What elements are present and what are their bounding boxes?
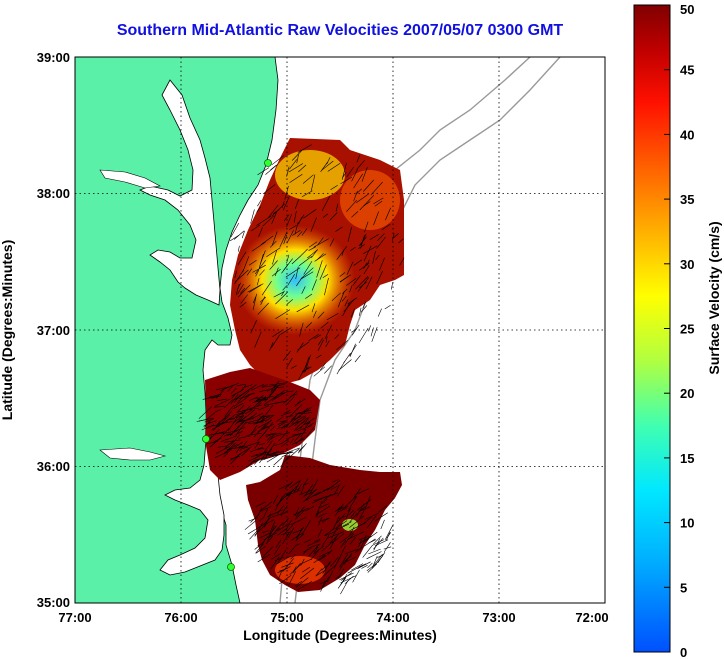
x-tick-label: 72:00 bbox=[575, 610, 608, 625]
inlet bbox=[99, 447, 167, 461]
colorbar-tick-label: 10 bbox=[680, 516, 694, 531]
plot-frame bbox=[74, 56, 606, 604]
x-tick-label: 75:00 bbox=[270, 610, 303, 625]
colorbar-tick-label: 0 bbox=[680, 645, 687, 659]
eddy-core bbox=[235, 225, 355, 335]
x-axis-label: Longitude (Degrees:Minutes) bbox=[243, 627, 437, 643]
chesapeake-bay bbox=[139, 79, 221, 306]
gridlines bbox=[75, 57, 605, 603]
y-tick-label: 35:00 bbox=[37, 595, 70, 610]
river bbox=[99, 169, 161, 189]
colorbar-tick-label: 45 bbox=[680, 63, 694, 78]
y-tick-label: 37:00 bbox=[37, 323, 70, 338]
radar-site-marker bbox=[202, 435, 210, 443]
colorbar: 0 5 10 15 20 25 30 35 40 45 50 Surface Velocity (c… bbox=[633, 2, 722, 659]
colorbar-ticks: 0 5 10 15 20 25 30 35 40 45 50 bbox=[664, 2, 694, 659]
x-tick-label: 76:00 bbox=[164, 610, 197, 625]
orange-patch bbox=[340, 170, 400, 230]
colorbar-tick-label: 15 bbox=[680, 451, 694, 466]
x-tick-label: 74:00 bbox=[376, 610, 409, 625]
colorbar-tick-label: 5 bbox=[680, 580, 687, 595]
radar-site-marker bbox=[264, 159, 272, 167]
south-green-patch bbox=[342, 519, 358, 531]
y-axis: 39:00 38:00 37:00 36:00 35:00 Latitude (… bbox=[0, 50, 70, 610]
south-orange-patch bbox=[275, 556, 325, 584]
y-tick-label: 38:00 bbox=[37, 186, 70, 201]
radar-site-marker bbox=[227, 563, 235, 571]
pamlico-sound bbox=[159, 438, 225, 576]
colorbar-tick-label: 30 bbox=[680, 257, 694, 272]
x-tick-label: 73:00 bbox=[482, 610, 515, 625]
x-tick-label: 77:00 bbox=[58, 610, 91, 625]
colorbar-tick-label: 25 bbox=[680, 322, 694, 337]
colorbar-tick-label: 35 bbox=[680, 192, 694, 207]
y-tick-label: 39:00 bbox=[37, 50, 70, 65]
colorbar-tick-label: 50 bbox=[680, 2, 694, 17]
colorbar-tick-label: 20 bbox=[680, 386, 694, 401]
velocity-vectors bbox=[196, 144, 405, 595]
x-axis: 77:00 76:00 75:00 74:00 73:00 72:00 Long… bbox=[58, 610, 608, 643]
y-tick-label: 36:00 bbox=[37, 459, 70, 474]
colorbar-tick-label: 40 bbox=[680, 127, 694, 142]
y-axis-label: Latitude (Degrees:Minutes) bbox=[0, 240, 15, 420]
map-title: Southern Mid-Atlantic Raw Velocities 200… bbox=[116, 22, 564, 39]
colorbar-label: Surface Velocity (cm/s) bbox=[706, 221, 722, 374]
